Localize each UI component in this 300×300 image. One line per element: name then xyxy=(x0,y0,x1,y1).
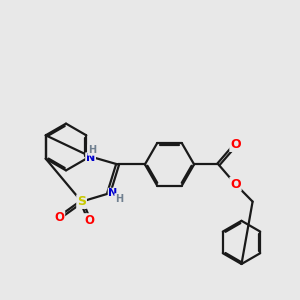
Text: S: S xyxy=(77,195,86,208)
Text: H: H xyxy=(88,145,96,155)
Text: N: N xyxy=(86,153,95,163)
Text: O: O xyxy=(230,178,241,191)
Text: H: H xyxy=(115,194,123,204)
Text: N: N xyxy=(109,188,118,199)
Text: O: O xyxy=(230,138,241,151)
Text: O: O xyxy=(84,214,94,227)
Text: O: O xyxy=(54,211,64,224)
